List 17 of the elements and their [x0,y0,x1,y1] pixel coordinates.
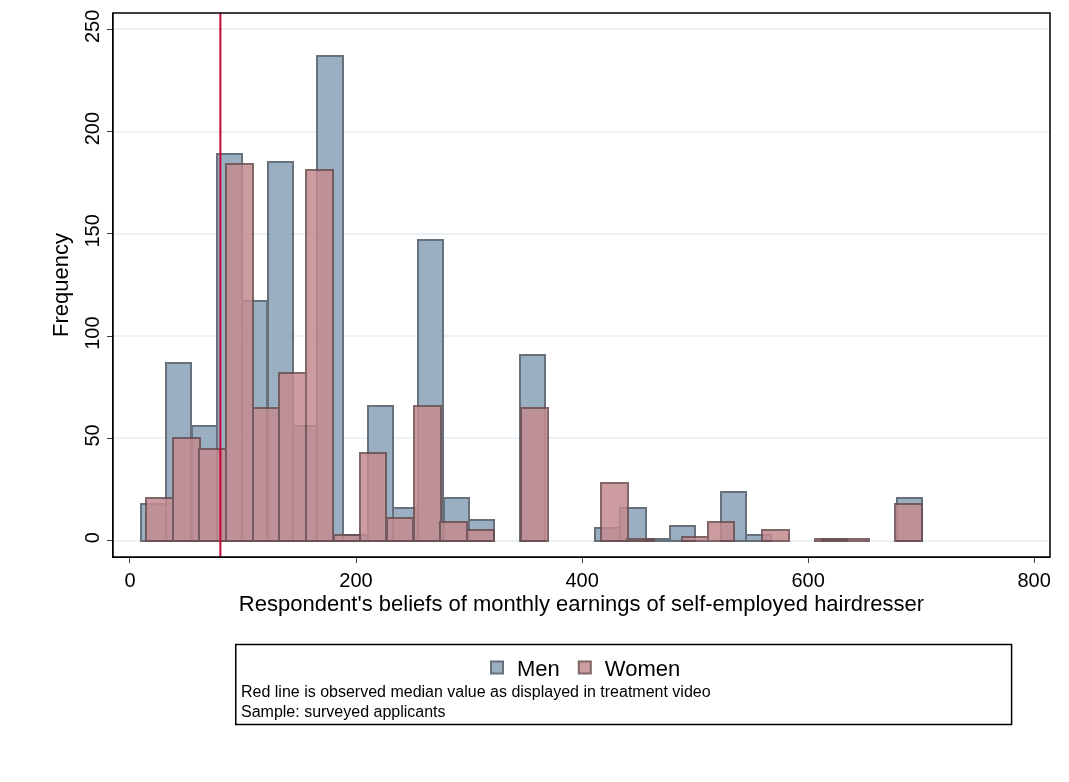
y-tick-label: 50 [81,424,103,447]
y-tick-label: 0 [81,532,103,544]
y-tick-label: 100 [81,316,103,350]
x-tick-label: 600 [791,569,825,591]
y-tick-label: 200 [81,111,103,146]
text: Red line is observed median value as displayed in treatment video [241,683,711,700]
x-tick-label: 800 [1017,569,1051,591]
y-axis-title: Frequency [47,233,73,337]
x-axis-title: Respondent's beliefs of monthly earnings of self-employed hairdresser [238,591,925,616]
legend-label: Men [517,656,560,682]
x-tick-label: 400 [565,569,599,591]
text: Sample: surveyed applicants [241,703,446,720]
y-tick-label: 250 [81,9,103,44]
x-tick-label: 0 [124,569,136,591]
x-tick-label: 200 [339,569,373,591]
legend-label: Women [604,656,681,682]
y-tick-label: 150 [81,214,103,248]
